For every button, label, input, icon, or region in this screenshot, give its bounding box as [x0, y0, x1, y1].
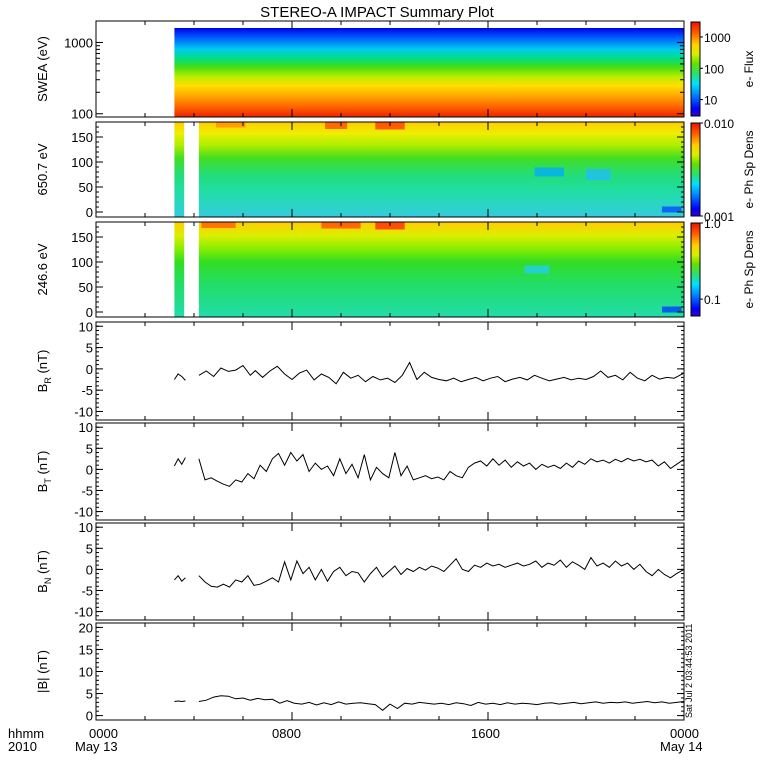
- panel-bt: BT (nT) 10 5 0 -5 -10: [35, 420, 685, 521]
- colorbar: [690, 222, 701, 317]
- heatmap-feature: [216, 122, 246, 128]
- panel-bmag: |B| (nT) 20 15 10 5 0: [35, 620, 685, 724]
- panel-pad246: 1.0 0.1 e- Ph Sp Dens 246.6 eV 150 100 50 0: [35, 217, 756, 320]
- y-tick-label: -10: [74, 505, 93, 520]
- colorbar-label: e- Ph Sp Dens: [742, 230, 756, 308]
- y-tick-label: 1000: [64, 35, 93, 50]
- colorbar-label: e- Flux: [742, 51, 756, 88]
- heatmap-feature: [661, 306, 682, 313]
- x-label-0000-start: 0000: [89, 726, 118, 741]
- y-tick-label: 10: [79, 420, 93, 435]
- y-tick-label: 0: [86, 205, 93, 220]
- series-line: [173, 373, 186, 381]
- y-axis-label: SWEA (eV): [35, 36, 50, 102]
- y-tick-label: -5: [81, 483, 93, 498]
- y-tick-label: -5: [81, 583, 93, 598]
- x-label-may13: May 13: [75, 739, 118, 754]
- y-axis-label: |B| (nT): [35, 650, 50, 693]
- y-tick-label: 50: [79, 280, 93, 295]
- y-tick-label: 15: [79, 642, 93, 657]
- panel-br: BR (nT) 10 5 0 -5 -10: [35, 319, 685, 421]
- y-tick-label: 5: [86, 441, 93, 456]
- series-line: [173, 457, 186, 467]
- y-tick-label: 5: [86, 687, 93, 702]
- series-line: [198, 451, 685, 487]
- series-line: [198, 695, 685, 711]
- y-tick-label: -5: [81, 383, 93, 398]
- heatmap-feature: [586, 169, 611, 180]
- heatmap-feature: [534, 167, 564, 177]
- heatmap-feature: [661, 206, 682, 213]
- y-tick-label: 0: [86, 362, 93, 377]
- y-tick-label: 10: [79, 319, 93, 334]
- heatmap-band: [174, 122, 185, 217]
- colorbar-tick-label: 0.010: [704, 117, 734, 131]
- timestamp-note: Sat Jul 2 03:44:53 2011: [684, 624, 694, 718]
- series-line: [174, 700, 186, 703]
- x-label-1600: 1600: [471, 726, 500, 741]
- series-line: [174, 574, 186, 582]
- y-tick-label: 100: [71, 255, 93, 270]
- colorbar-tick-label: 0.001: [704, 210, 734, 224]
- y-axis-label: BN (nT): [35, 550, 53, 593]
- y-tick-label: 0: [86, 305, 93, 320]
- heatmap-band: [174, 28, 684, 117]
- y-tick-label: 20: [79, 620, 93, 635]
- heatmap-band: [198, 122, 684, 217]
- y-tick-label: 10: [79, 520, 93, 535]
- colorbar-tick-label: 0.1: [704, 293, 721, 307]
- y-tick-label: 5: [86, 541, 93, 556]
- y-tick-label: -10: [74, 605, 93, 620]
- panel-frame: [95, 522, 685, 621]
- heatmap-feature: [201, 222, 236, 228]
- colorbar: [690, 21, 701, 117]
- plot-title: STEREO-A IMPACT Summary Plot: [260, 4, 494, 21]
- colorbar: [690, 122, 701, 217]
- panel-frame: [95, 321, 685, 421]
- y-tick-label: 150: [71, 230, 93, 245]
- heatmap-band: [198, 222, 684, 317]
- colorbar-tick-label: 1.0: [704, 217, 721, 231]
- y-axis-label: 246.6 eV: [35, 243, 50, 295]
- heatmap-feature: [524, 265, 550, 274]
- colorbar-label: e- Ph Sp Dens: [742, 130, 756, 208]
- y-tick-label: 150: [71, 130, 93, 145]
- y-tick-label: -10: [74, 404, 93, 419]
- y-tick-label: 5: [86, 341, 93, 356]
- heatmap-feature: [325, 122, 348, 129]
- x-label-2010: 2010: [8, 739, 37, 754]
- colorbar-tick-label: 1000: [704, 31, 731, 45]
- y-tick-label: 0: [86, 562, 93, 577]
- y-tick-label: 100: [71, 107, 93, 122]
- y-tick-label: 0: [86, 462, 93, 477]
- y-tick-label: 0: [86, 709, 93, 724]
- y-axis-label: BR (nT): [35, 350, 53, 393]
- y-tick-label: 100: [71, 155, 93, 170]
- y-axis-label: 650.7 eV: [35, 143, 50, 195]
- y-tick-label: 50: [79, 180, 93, 195]
- colorbar-tick-label: 100: [704, 62, 724, 76]
- y-axis-label: BT (nT): [35, 451, 53, 493]
- x-label-hhmm: hhmm: [8, 726, 44, 741]
- colorbar-tick-label: 10: [704, 94, 718, 108]
- heatmap-band: [174, 222, 185, 317]
- x-label-may14: May 14: [660, 739, 703, 754]
- x-label-0800: 0800: [272, 726, 301, 741]
- x-label-0000-end: 0000: [670, 726, 699, 741]
- series-line: [198, 361, 685, 385]
- panel-bn: BN (nT) 10 5 0 -5 -10: [35, 520, 685, 621]
- panel-pad650: 0.010 0.001 e- Ph Sp Dens 650.7 eV 150 100 50 0: [35, 117, 756, 224]
- panel-swea: 1000 100 10 e- Flux SWEA (eV) 1000 100: [35, 20, 756, 122]
- x-axis-labels: hhmm 2010 0000 May 13 0800 1600 0000 May…: [8, 726, 703, 754]
- y-tick-label: 10: [79, 665, 93, 680]
- panel-frame: [95, 622, 685, 721]
- series-line: [198, 556, 685, 588]
